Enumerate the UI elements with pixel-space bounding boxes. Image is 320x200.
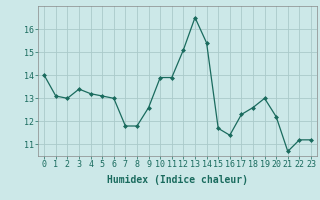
X-axis label: Humidex (Indice chaleur): Humidex (Indice chaleur) xyxy=(107,175,248,185)
